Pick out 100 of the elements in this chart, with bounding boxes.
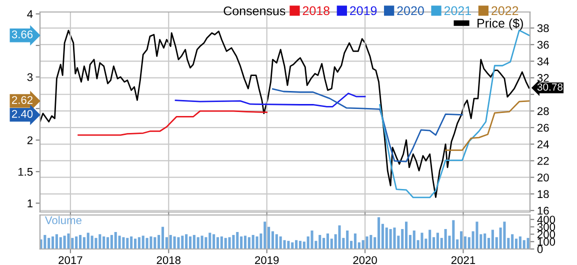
text: 3.66 xyxy=(12,30,33,38)
bar xyxy=(169,234,172,249)
legend-label: 2018 xyxy=(302,6,330,16)
bar xyxy=(122,237,125,249)
bar xyxy=(503,222,506,249)
bar xyxy=(196,237,200,249)
bar xyxy=(220,236,223,249)
bar xyxy=(154,237,156,249)
x-tick-label: 2017 xyxy=(58,256,82,264)
bar xyxy=(63,236,66,249)
bar xyxy=(452,220,455,249)
bar xyxy=(86,232,90,249)
bar xyxy=(393,228,396,249)
bar xyxy=(59,237,62,249)
bar xyxy=(75,236,78,249)
y2-tick-label: 28 xyxy=(538,107,549,116)
bar xyxy=(287,240,290,249)
x-tick-label: 2021 xyxy=(451,256,476,264)
bar xyxy=(295,240,298,249)
y2-tick-label: 32 xyxy=(537,74,549,82)
bar xyxy=(51,236,54,249)
bar xyxy=(370,234,372,249)
bar xyxy=(244,236,247,249)
bar xyxy=(252,234,254,249)
line-series xyxy=(272,88,463,162)
bar xyxy=(228,237,231,249)
bar xyxy=(460,231,463,249)
bar xyxy=(126,238,129,249)
bar xyxy=(526,238,530,249)
bar xyxy=(318,234,322,249)
bar xyxy=(240,236,243,249)
y2-tick-label: 200 xyxy=(538,230,556,238)
bar xyxy=(412,230,416,249)
y2-tick-label: 22 xyxy=(538,157,549,165)
text: 2.40 xyxy=(12,110,33,118)
bar xyxy=(256,236,258,249)
bar xyxy=(134,238,137,249)
bar xyxy=(404,222,408,249)
y2-tick-label: 38 xyxy=(537,24,549,32)
line-series xyxy=(444,100,530,151)
bar xyxy=(518,236,522,249)
bar xyxy=(48,238,50,249)
y-tick-label: 1.5 xyxy=(18,168,33,176)
bar xyxy=(298,240,302,249)
bar xyxy=(236,232,239,249)
bar xyxy=(428,230,432,249)
bar xyxy=(216,237,220,249)
x-tick-label: 2018 xyxy=(156,256,181,264)
bar xyxy=(98,234,102,249)
bar xyxy=(420,232,424,249)
bar xyxy=(44,234,46,249)
bar xyxy=(476,222,478,249)
bar xyxy=(283,240,286,249)
bar xyxy=(279,236,282,249)
y-tick-label: 3 xyxy=(27,73,33,82)
bar xyxy=(181,236,184,249)
bar xyxy=(177,237,180,249)
y2-tick-label: 20 xyxy=(538,174,549,182)
bar xyxy=(146,238,148,249)
line-series xyxy=(379,30,530,198)
bar xyxy=(511,234,514,249)
bar xyxy=(78,234,82,249)
legend-label: 2020 xyxy=(397,6,424,16)
bar xyxy=(142,236,144,249)
legend-title: Consensus xyxy=(224,6,286,16)
y2-tick-label: 36 xyxy=(537,40,549,49)
bar xyxy=(188,236,192,249)
y2-tick-label: 24 xyxy=(538,140,549,148)
y2-tick-label: 100 xyxy=(538,238,556,246)
line-series xyxy=(78,110,268,136)
y2-tick-label: 300 xyxy=(537,223,556,231)
x-tick-label: 2019 xyxy=(255,256,279,264)
bar xyxy=(130,236,133,249)
bar xyxy=(326,233,329,249)
bar xyxy=(436,232,439,249)
bar xyxy=(264,222,266,249)
bar xyxy=(106,237,110,249)
y-tick-label: 1 xyxy=(28,200,33,208)
bar xyxy=(362,240,364,249)
bar xyxy=(94,238,98,249)
legend-label: 2021 xyxy=(444,6,471,16)
bar xyxy=(522,240,526,249)
bar xyxy=(338,225,341,249)
y2-tick-label: 16 xyxy=(538,206,549,215)
bar xyxy=(248,237,250,249)
bar xyxy=(192,234,196,249)
bar xyxy=(110,234,113,249)
bar xyxy=(491,230,494,249)
bar xyxy=(90,236,94,249)
bar xyxy=(200,236,204,249)
bar xyxy=(232,234,235,249)
bar xyxy=(224,238,227,249)
bar xyxy=(310,230,314,249)
bar xyxy=(389,229,392,249)
bar xyxy=(346,230,349,249)
bar xyxy=(354,233,356,249)
bar xyxy=(161,226,164,249)
y2-tick-label: 18 xyxy=(538,190,549,198)
bar xyxy=(67,233,70,249)
bar xyxy=(444,229,447,249)
